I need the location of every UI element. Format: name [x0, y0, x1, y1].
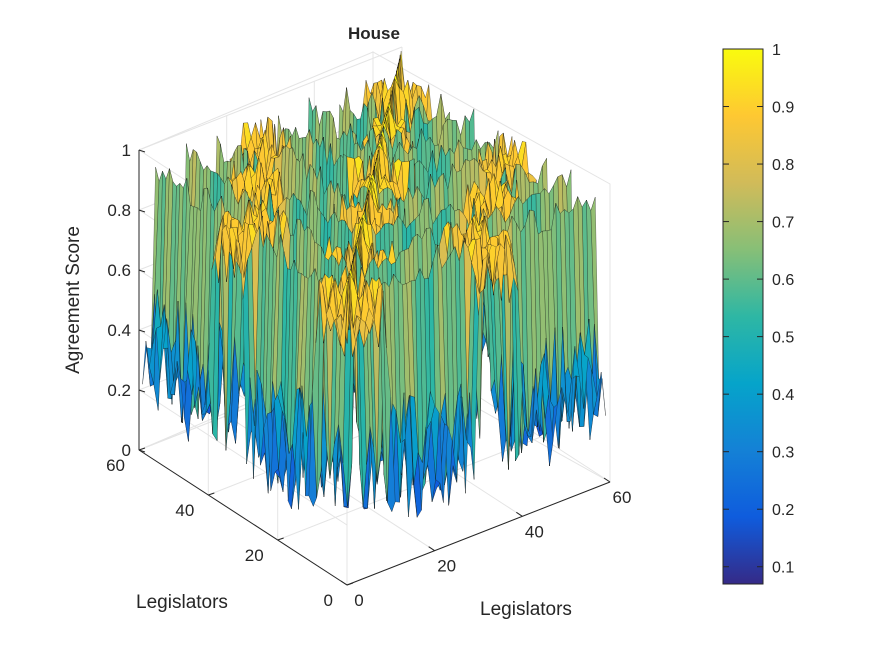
x-tick-label: 60 [613, 488, 632, 507]
x-tick-label: 0 [354, 591, 363, 610]
colorbar: 0.1 0.2 0.3 0.4 0.5 0.6 0.7 0.8 0.9 1 [722, 42, 794, 585]
x-tick [428, 546, 435, 552]
colorbar-tick-label: 0.3 [772, 445, 794, 462]
colorbar-tick-label: 0.6 [772, 272, 794, 289]
z-tick-label: 0.6 [107, 261, 131, 280]
z-tick-label: 0.8 [107, 201, 131, 220]
colorbar-tick-label: 0.8 [772, 157, 794, 174]
y-tick [208, 492, 215, 496]
x-axis-line [346, 481, 611, 586]
z-tick [138, 269, 146, 273]
surface-plot [142, 50, 606, 518]
y-tick-label: 40 [175, 501, 194, 520]
colorbar-ticks: 0.1 0.2 0.3 0.4 0.5 0.6 0.7 0.8 0.9 1 [723, 42, 794, 577]
z-tick-label: 0.4 [107, 321, 131, 340]
z-tick [138, 329, 146, 333]
z-tick [138, 209, 146, 213]
z-tick [138, 449, 146, 453]
x-tick [516, 511, 523, 517]
x-tick [340, 580, 348, 586]
colorbar-tick-label: 0.1 [772, 560, 794, 577]
surface-cell [343, 280, 352, 321]
x-tick-label: 20 [437, 557, 456, 576]
colorbar-tick-label: 0.4 [772, 387, 794, 404]
colorbar-tick-label: 0.7 [772, 215, 794, 232]
z-tick-label: 0.2 [107, 381, 131, 400]
y-axis-label: Legislators [136, 592, 228, 613]
x-axis-label: Legislators [480, 599, 572, 620]
z-tick [138, 149, 146, 153]
y-tick-label: 0 [324, 591, 333, 610]
z-tick-label: 1 [122, 141, 131, 160]
z-axis-label: Agreement Score [63, 226, 84, 374]
colorbar-tick-label: 0.5 [772, 330, 794, 347]
y-tick [277, 537, 284, 541]
colorbar-tick-label: 0.9 [772, 100, 794, 117]
z-tick-label: 0 [122, 441, 131, 460]
colorbar-gradient [722, 48, 764, 585]
y-axis-line [138, 449, 348, 586]
y-tick-label: 20 [245, 546, 264, 565]
y-tick [346, 582, 354, 586]
x-tick-label: 40 [525, 522, 544, 541]
x-tick [603, 477, 611, 483]
chart-title: House [348, 24, 400, 43]
y-tick-label: 60 [106, 456, 125, 475]
colorbar-tick-label: 0.2 [772, 502, 794, 519]
y-tick [138, 447, 146, 451]
z-tick [138, 389, 146, 393]
colorbar-tick-label: 1 [772, 42, 781, 59]
gridline-z [138, 46, 403, 151]
